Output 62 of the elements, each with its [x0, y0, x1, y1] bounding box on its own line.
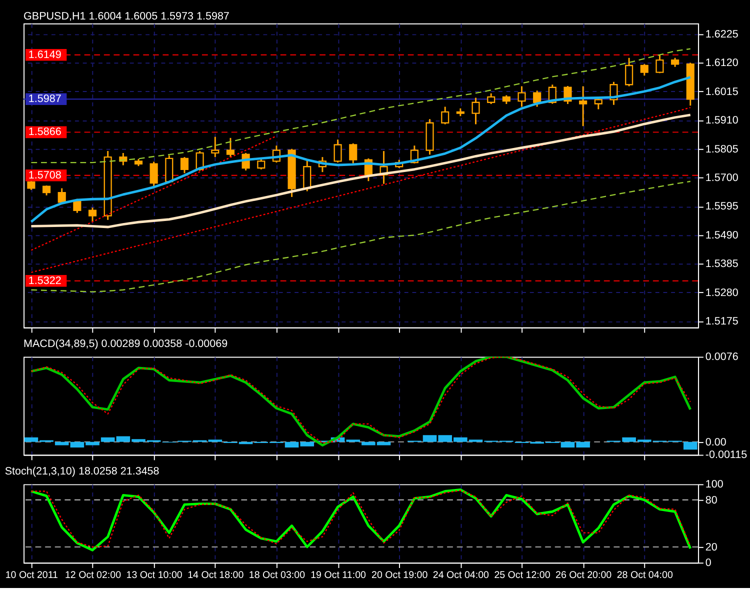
x-tick-label: 13 Oct 10:00: [126, 570, 183, 581]
x-tick-label: 24 Oct 04:00: [432, 570, 490, 581]
y-tick-label: 0.00: [705, 436, 726, 448]
chart-title: MACD(34,89,5) 0.00289 0.00358 -0.00069: [24, 338, 228, 350]
x-tick-label: 25 Oct 12:00: [494, 570, 551, 581]
candlestick: [257, 158, 266, 170]
candlestick: [579, 86, 588, 127]
x-tick-label: 28 Oct 04:00: [616, 570, 674, 581]
candlestick: [303, 159, 312, 192]
candlestick: [165, 154, 174, 184]
ref-line-label: 1.5322: [28, 274, 62, 287]
y-tick-label: 1.5385: [705, 258, 738, 270]
candlestick: [640, 63, 648, 76]
y-tick-label: 20: [705, 541, 718, 554]
ref-line-label: 1.5708: [28, 169, 62, 182]
x-tick-label: 10 Oct 2011: [5, 570, 58, 581]
x-tick-label: 19 Oct 11:00: [310, 570, 367, 581]
candlestick: [656, 54, 664, 74]
candlestick: [349, 142, 358, 164]
candlestick: [88, 206, 97, 223]
bar: [683, 442, 698, 450]
x-tick-label: 14 Oct 18:00: [188, 570, 244, 581]
y-tick-label: 1.5910: [705, 114, 738, 127]
y-tick-label: 1.5490: [705, 229, 738, 242]
candlestick: [211, 136, 220, 158]
candlestick: [334, 138, 342, 164]
candlestick: [533, 90, 542, 108]
y-tick-label: 80: [705, 494, 718, 506]
y-tick-label: 1.5700: [705, 172, 738, 184]
ref-line-label: 1.5866: [28, 126, 62, 138]
x-tick-label: 12 Oct 02:00: [64, 570, 122, 581]
x-tick-label: 20 Oct 19:00: [372, 570, 428, 581]
y-tick-label: 100: [705, 478, 724, 491]
y-tick-label: -0.00115: [705, 449, 748, 462]
candlestick: [625, 57, 634, 88]
ref-line-label: 1.6149: [28, 48, 62, 61]
y-tick-label: 1.5175: [705, 315, 738, 328]
candlestick: [226, 137, 235, 158]
line-series: [30, 48, 691, 164]
y-tick-label: 1.6015: [705, 86, 738, 98]
candlestick: [518, 86, 526, 108]
candlestick: [150, 160, 158, 188]
bar: [100, 437, 115, 442]
y-tick-label: 0: [705, 557, 712, 570]
ref-line-label: 1.5987: [28, 93, 62, 106]
candlestick: [671, 57, 680, 68]
line-series: [30, 114, 692, 228]
chart-title: GBPUSD,H1 1.6004 1.6005 1.5973 1.5987: [24, 10, 230, 22]
candlestick: [487, 92, 496, 105]
y-tick-label: 1.5805: [705, 143, 738, 156]
y-tick-label: 1.6120: [705, 57, 738, 70]
y-tick-label: 1.5595: [705, 200, 738, 213]
y-tick-label: 1.5280: [705, 286, 738, 299]
line-series: [30, 180, 691, 292]
candlestick: [441, 106, 450, 125]
y-tick-label: 1.6225: [705, 28, 738, 40]
chart-title: Stoch(21,3,10) 18.0258 21.3458: [4, 465, 160, 478]
y-tick-label: 0.0076: [705, 351, 738, 364]
candlestick: [472, 97, 480, 125]
x-tick-label: 26 Oct 20:00: [556, 570, 612, 581]
candlestick: [180, 156, 189, 174]
x-tick-label: 18 Oct 03:00: [248, 570, 306, 581]
